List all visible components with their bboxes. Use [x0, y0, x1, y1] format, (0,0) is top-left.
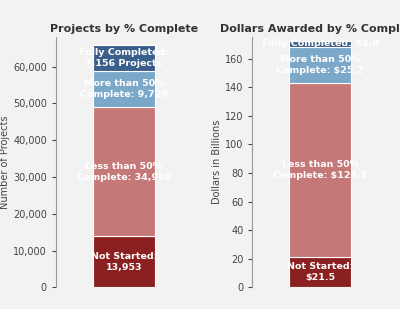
Y-axis label: Number of Projects: Number of Projects [0, 116, 10, 209]
Title: Dollars Awarded by % Complete: Dollars Awarded by % Complete [220, 23, 400, 33]
Text: Not Started:
$21.5: Not Started: $21.5 [287, 262, 354, 282]
Bar [93, 71, 155, 107]
Text: Not Started:
13,953: Not Started: 13,953 [90, 252, 157, 272]
Y-axis label: Dollars in Billions: Dollars in Billions [212, 120, 222, 205]
Text: Fully Completed:
7,156 Projects: Fully Completed: 7,156 Projects [79, 48, 169, 68]
Bar [289, 47, 351, 83]
Text: Less than 50%
Complete: 34,998: Less than 50% Complete: 34,998 [76, 162, 171, 182]
Bar [93, 45, 155, 71]
Text: Less than 50%
Complete: $121.1: Less than 50% Complete: $121.1 [273, 160, 368, 180]
Bar [289, 256, 351, 287]
Text: More than 50%
Complete: $25.2: More than 50% Complete: $25.2 [276, 55, 364, 75]
Text: Fully Completed: $4.8: Fully Completed: $4.8 [262, 40, 379, 49]
Bar [289, 83, 351, 256]
Bar [93, 107, 155, 236]
Title: Projects by % Complete: Projects by % Complete [50, 23, 198, 33]
Bar [289, 40, 351, 47]
Text: More than 50%
Complete: 9,720: More than 50% Complete: 9,720 [80, 79, 168, 99]
Bar [93, 236, 155, 287]
